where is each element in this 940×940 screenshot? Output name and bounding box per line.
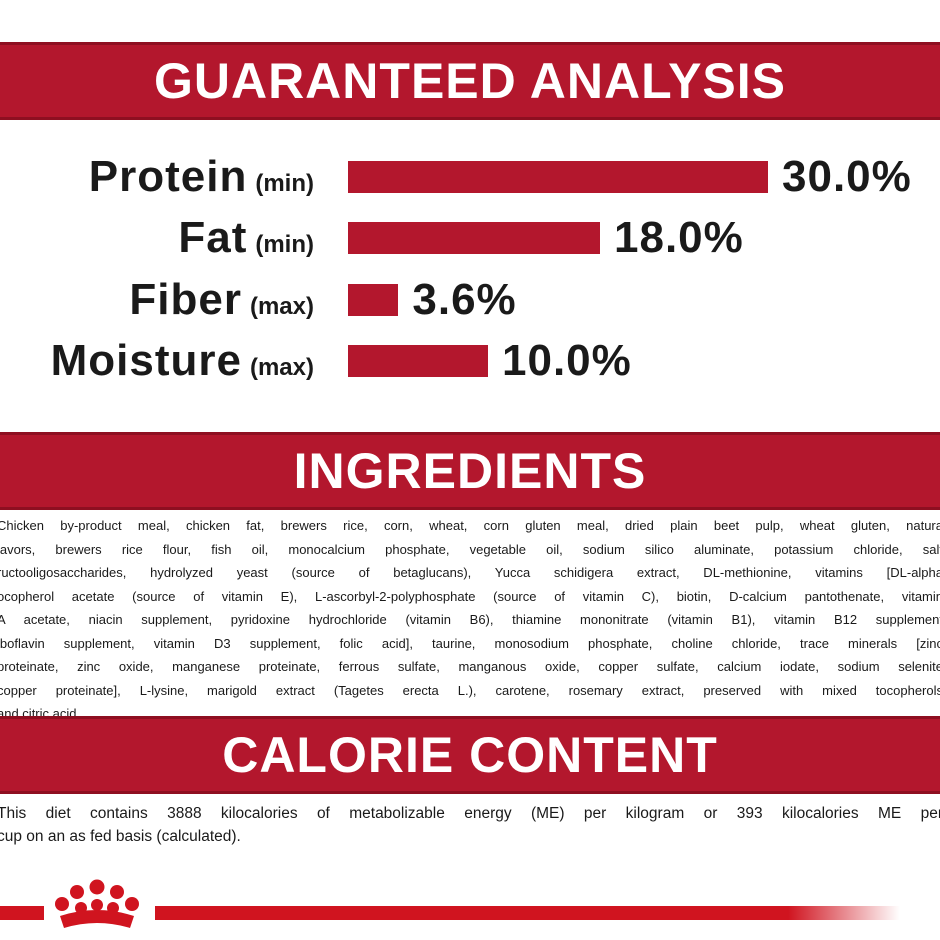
nutrient-value: 18.0% <box>614 213 744 262</box>
ingredients-title: INGREDIENTS <box>293 443 647 499</box>
nutrient-label: Protein (min) <box>89 147 314 217</box>
nutrient-bar <box>348 345 488 377</box>
nutrient-value: 30.0% <box>782 152 912 201</box>
text-line: cup on an as fed basis (calculated). <box>0 828 241 845</box>
footer-logo <box>0 879 900 928</box>
nutrient-name: Fiber <box>129 275 242 324</box>
analysis-row: Moisture (max) 10.0% <box>0 331 940 391</box>
text-line: Chicken by-product meal, chicken fat, br… <box>0 518 940 533</box>
text-line: lavors, brewers rice flour, fish oil, mo… <box>0 541 940 557</box>
nutrient-name: Protein <box>88 152 248 201</box>
text-line: proteinate, zinc oxide, manganese protei… <box>0 659 940 674</box>
text-line: This diet contains 3888 kilocalories of … <box>0 805 940 822</box>
nutrient-bar <box>348 284 399 316</box>
nutrient-name: Moisture <box>50 336 242 385</box>
text-line: copper proteinate], L-lysine, marigold e… <box>0 682 940 698</box>
nutrient-bar <box>348 222 600 254</box>
text-line: A acetate, niacin supplement, pyridoxine… <box>0 612 940 627</box>
calorie-text: This diet contains 3888 kilocalories of … <box>0 802 940 848</box>
nutrient-qualifier: (max) <box>249 293 314 320</box>
nutrient-label: Fat (min) <box>178 208 314 278</box>
analysis-banner: GUARANTEED ANALYSIS <box>0 42 940 120</box>
nutrient-qualifier: (min) <box>255 231 314 258</box>
nutrient-name: Fat <box>178 213 248 262</box>
text-line: iboflavin supplement, vitamin D3 supplem… <box>0 635 940 651</box>
text-line: ructooligosaccharides, hydrolyzed yeast … <box>0 565 940 580</box>
analysis-row: Protein (min) 30.0% <box>0 147 940 207</box>
ingredients-text: Chicken by-product meal, chicken fat, br… <box>0 514 940 726</box>
analysis-row: Fiber (max) 3.6% <box>0 270 940 330</box>
nutrient-bar <box>348 161 768 193</box>
analysis-title: GUARANTEED ANALYSIS <box>153 53 787 109</box>
calorie-title: CALORIE CONTENT <box>222 727 718 783</box>
analysis-row: Fat (min) 18.0% <box>0 208 940 268</box>
nutrient-qualifier: (min) <box>255 170 314 197</box>
nutrient-value: 10.0% <box>502 336 632 385</box>
nutrient-label: Fiber (max) <box>129 270 314 340</box>
nutrient-qualifier: (max) <box>249 354 314 381</box>
text-line: ocopherol acetate (source of vitamin E),… <box>0 588 940 604</box>
ingredients-banner: INGREDIENTS <box>0 432 940 510</box>
calorie-banner: CALORIE CONTENT <box>0 716 940 794</box>
nutrient-value: 3.6% <box>412 275 517 324</box>
nutrient-label: Moisture (max) <box>51 331 314 401</box>
